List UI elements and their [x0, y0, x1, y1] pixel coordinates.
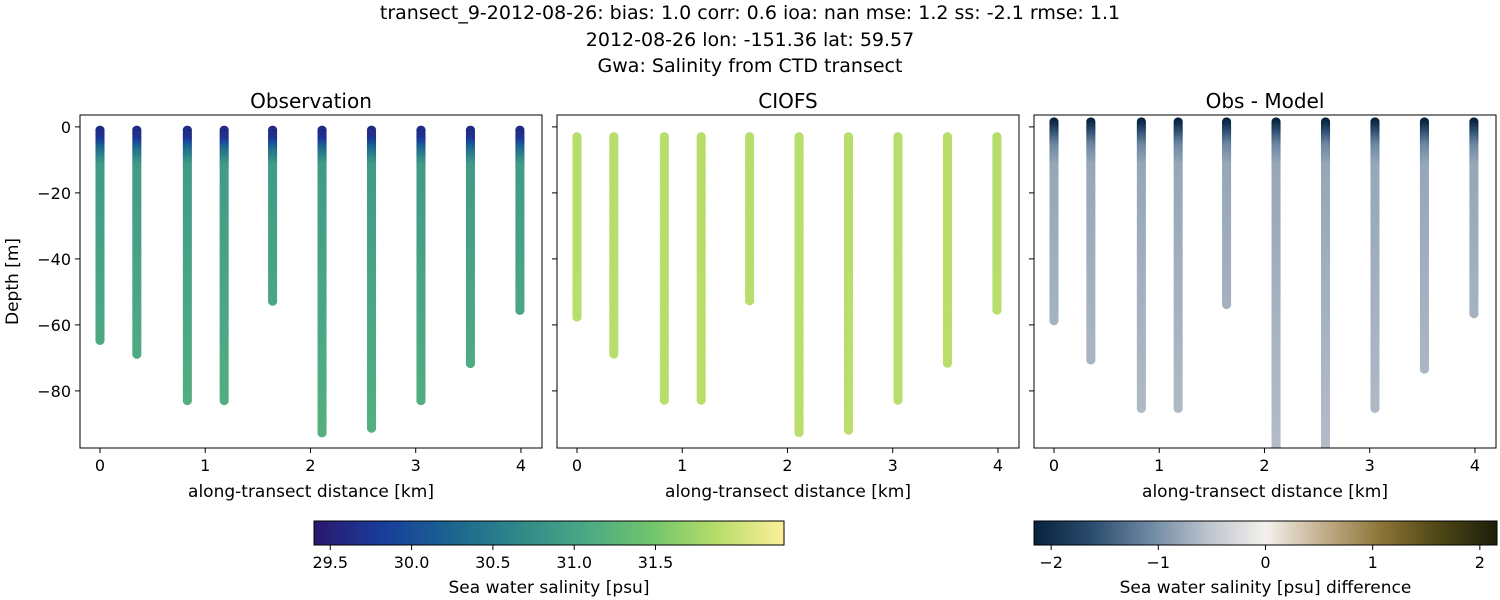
x-axis-label: along-transect distance [km] [665, 482, 911, 502]
x-tick-label: 3 [888, 456, 898, 475]
y-tick-label: −80 [37, 382, 71, 401]
data-point [1136, 403, 1146, 413]
y-tick-label: −60 [37, 316, 71, 335]
panel-2: Obs - Model 0 1 2 3 4 along-transect distance … [1029, 89, 1497, 502]
colorbar-tick-label: 30.0 [394, 553, 430, 572]
data-point [1221, 299, 1232, 310]
x-tick-label: 1 [200, 456, 210, 475]
y-tick-label: −40 [37, 250, 71, 269]
data-point [572, 312, 582, 322]
panel-title: Observation [250, 89, 372, 113]
y-tick-label: 0 [61, 118, 71, 137]
data-point [1271, 450, 1280, 459]
colorbar-tick-label: −2 [1039, 553, 1063, 572]
x-tick-label: 2 [782, 456, 792, 475]
colorbar-tick-label: 2 [1475, 553, 1485, 572]
colorbar-1: −2 −1 0 1 2 Sea water salinity [psu] differen… [1033, 520, 1498, 598]
data-point [1274, 447, 1278, 448]
panel-1: CIOFS 0 1 2 3 4 along-transect distance [km] [552, 89, 1020, 502]
data-point [1321, 450, 1330, 459]
data-point [182, 395, 192, 406]
data-point [1370, 403, 1380, 413]
data-point [1419, 364, 1430, 374]
panel-title: Obs - Model [1206, 89, 1325, 113]
data-point [744, 296, 755, 306]
colorbar-gradient [313, 520, 785, 546]
data-point [1323, 447, 1328, 448]
data-point [317, 428, 327, 438]
data-point [416, 395, 426, 406]
x-tick-label: 2 [305, 456, 315, 475]
figure-title-line2: 2012-08-26 lon: -151.36 lat: 59.57 [585, 29, 915, 51]
x-axis-label: along-transect distance [km] [1142, 482, 1388, 502]
data-point [992, 305, 1002, 315]
x-tick-label: 4 [993, 456, 1003, 475]
data-point [942, 358, 953, 368]
data-point [609, 349, 619, 359]
x-tick-label: 0 [95, 456, 105, 475]
x-axis-label: along-transect distance [km] [188, 482, 434, 502]
panel-0: Observation 0 1 2 3 4 along-transect distance … [3, 89, 543, 502]
data-point [95, 335, 105, 346]
colorbar-gradient [1033, 520, 1498, 546]
data-point [696, 395, 706, 405]
x-tick-label: 3 [411, 456, 421, 475]
x-tick-label: 1 [1154, 456, 1164, 475]
data-point [843, 425, 854, 435]
figure-title-line1: transect_9-2012-08-26: bias: 1.0 corr: 0… [379, 2, 1121, 24]
colorbar-tick-label: 30.5 [475, 553, 511, 572]
x-tick-label: 1 [677, 456, 687, 475]
scatter-points [572, 132, 1002, 438]
data-point [1049, 316, 1059, 326]
x-tick-label: 4 [1470, 456, 1480, 475]
scatter-points [95, 125, 525, 438]
colorbar-tick-label: 1 [1368, 553, 1378, 572]
data-point [132, 349, 142, 359]
data-point [1271, 445, 1281, 448]
x-tick-label: 0 [572, 456, 582, 475]
data-point [465, 358, 476, 369]
y-axis-label: Depth [m] [3, 238, 23, 325]
data-point [219, 395, 229, 406]
x-tick-label: 2 [1259, 456, 1269, 475]
axes-frame [1033, 114, 1497, 449]
x-tick-label: 0 [1049, 456, 1059, 475]
colorbar-tick-label: 31.0 [556, 553, 592, 572]
colorbar-0: 29.5 30.0 30.5 31.0 31.5 Sea water salinity [… [312, 520, 785, 598]
colorbar-tick-label: −1 [1147, 553, 1171, 572]
data-point [1321, 445, 1330, 448]
y-tick-label: −20 [37, 184, 71, 203]
x-tick-label: 4 [516, 456, 526, 475]
colorbar-tick-label: 31.5 [638, 553, 674, 572]
panel-title: CIOFS [758, 89, 817, 113]
colorbar-label: Sea water salinity [psu] difference [1120, 578, 1412, 598]
data-point [515, 305, 525, 315]
x-tick-label: 3 [1365, 456, 1375, 475]
scatter-points [1049, 117, 1479, 459]
colorbar-tick-label: 29.5 [312, 553, 348, 572]
data-point [1469, 309, 1479, 319]
data-point [1086, 355, 1096, 365]
axes-frame [79, 114, 543, 449]
figure-title-line3: Gwa: Salinity from CTD transect [597, 55, 903, 77]
data-point [366, 423, 377, 433]
colorbar-tick-label: 0 [1260, 553, 1270, 572]
data-point [893, 395, 903, 405]
data-point [794, 427, 804, 438]
data-point [659, 395, 669, 405]
data-point [1173, 403, 1183, 413]
axes-frame [556, 114, 1020, 449]
colorbar-label: Sea water salinity [psu] [449, 578, 650, 598]
data-point [267, 296, 278, 306]
